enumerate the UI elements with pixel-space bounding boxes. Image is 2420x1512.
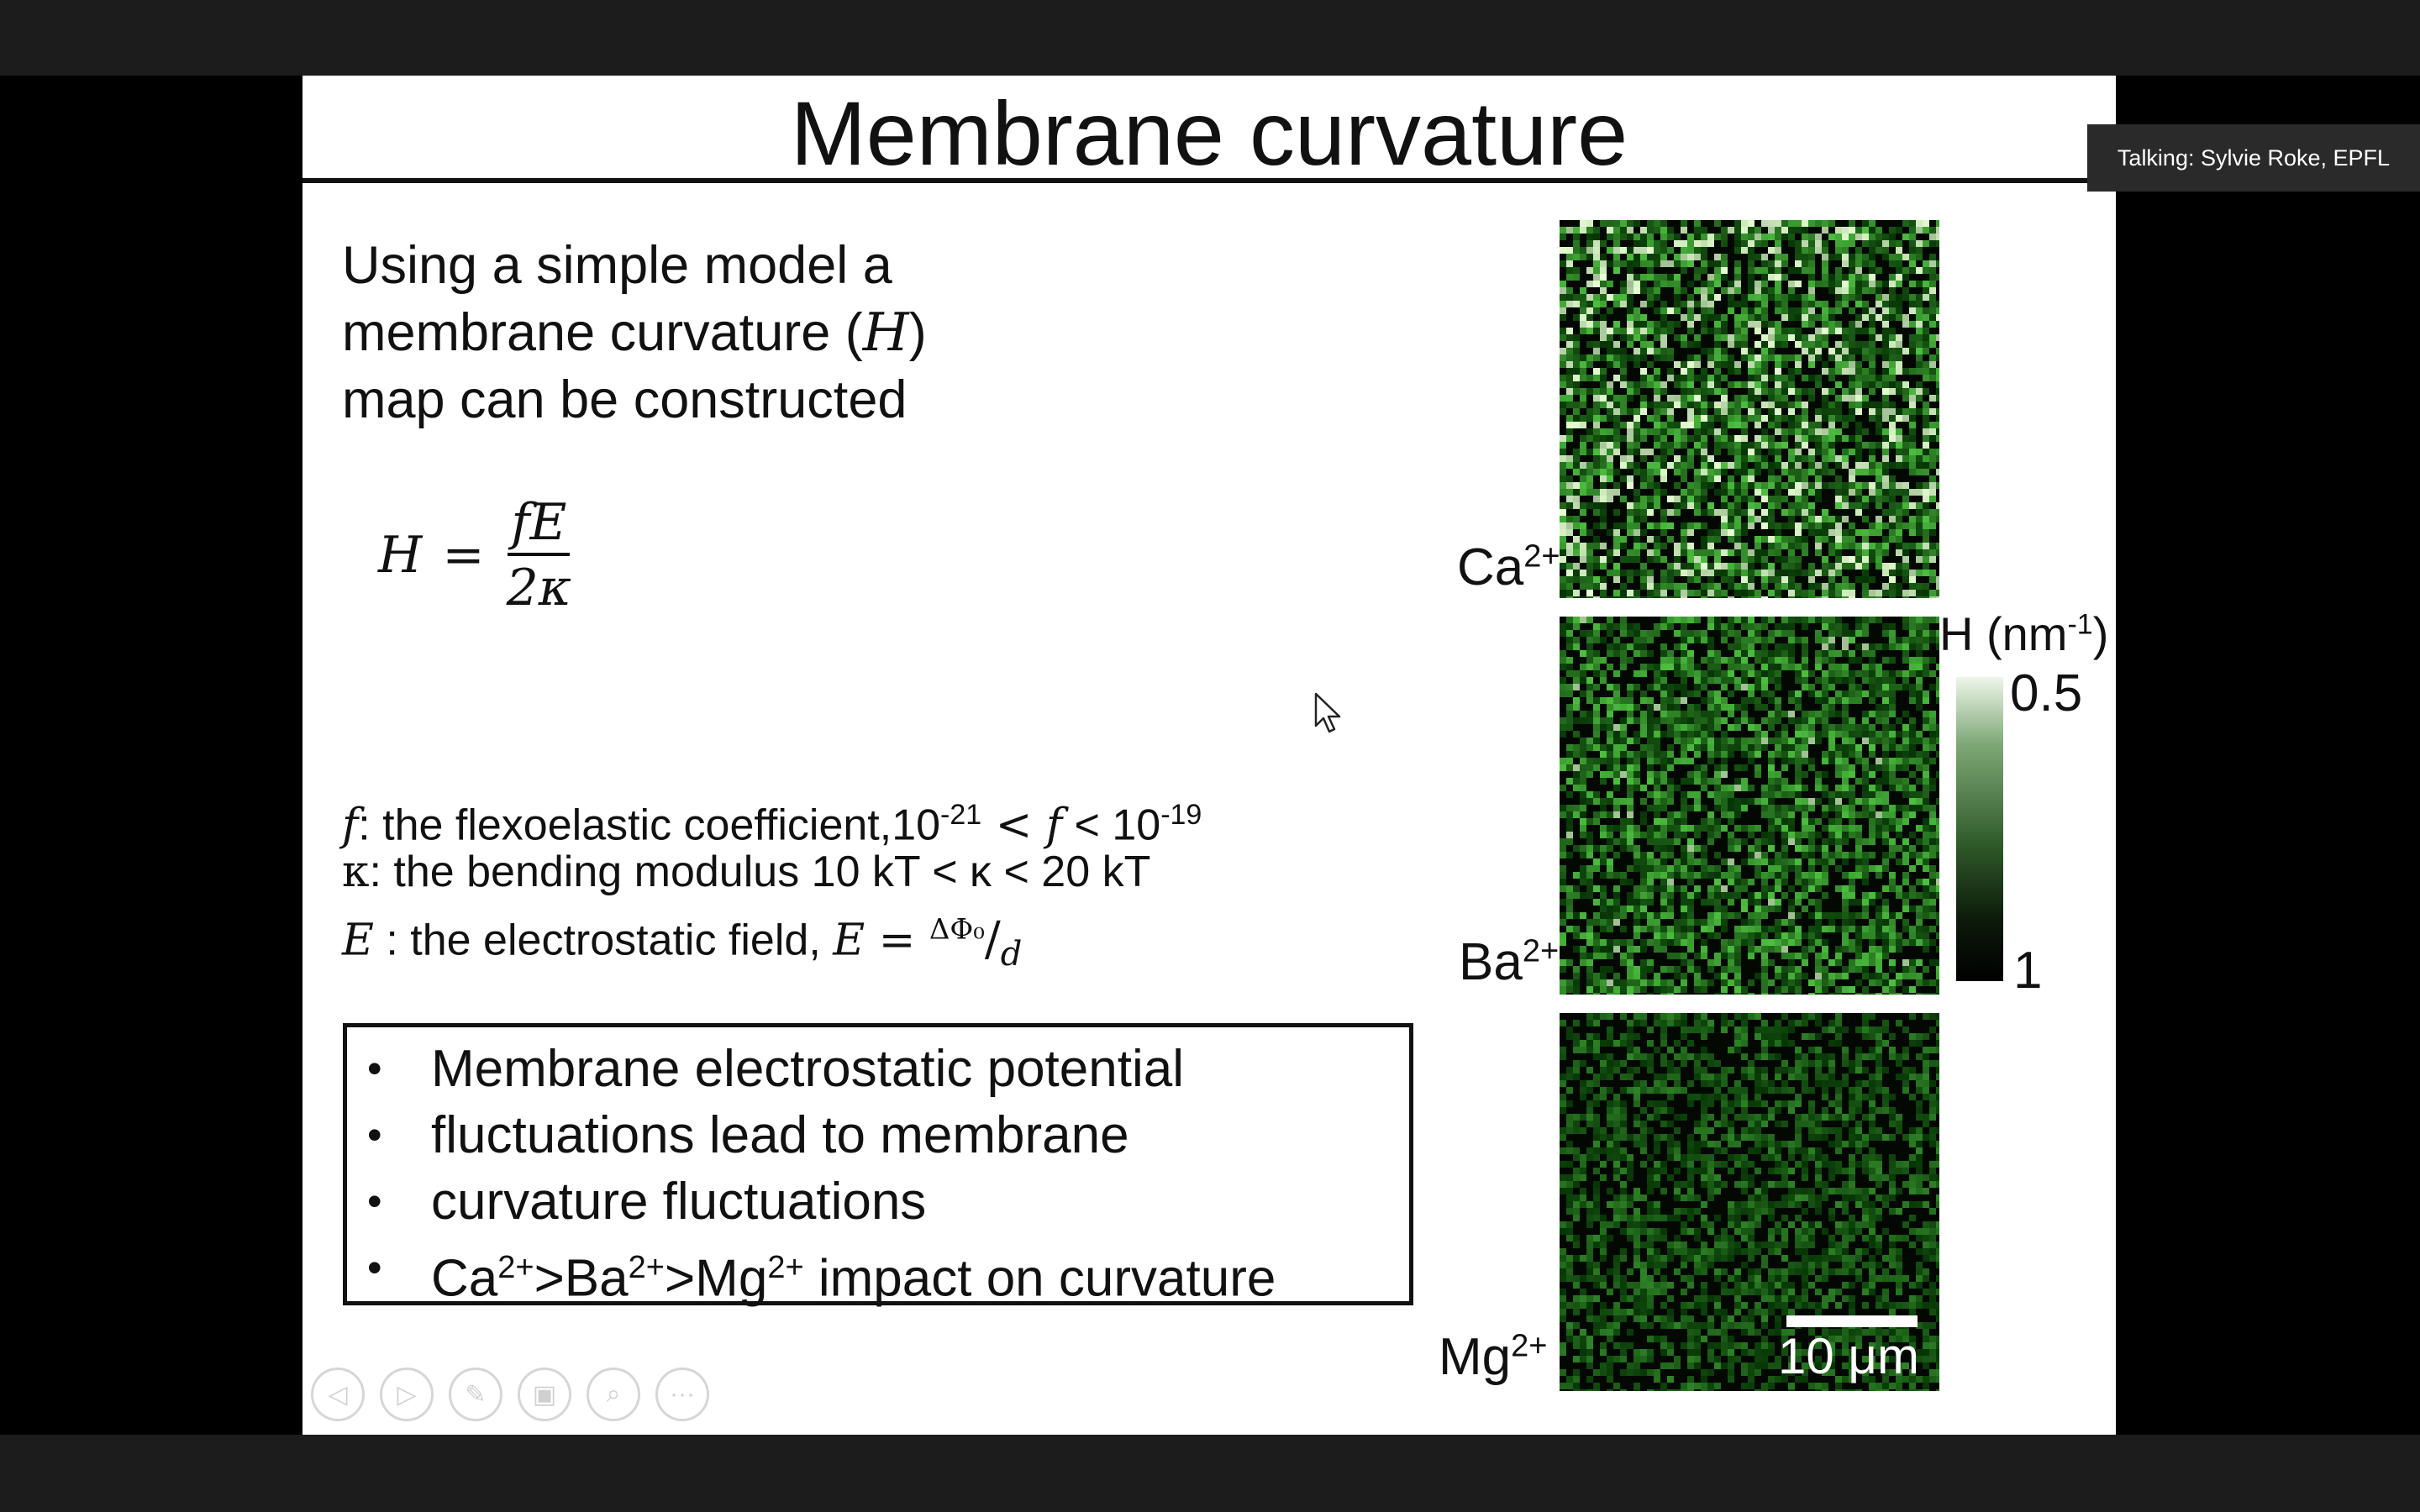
curvature-map-ca [1560, 220, 1939, 598]
intro-line-2-close: ) [908, 303, 927, 362]
prev-slide-button[interactable]: ◁ [311, 1368, 365, 1421]
bottom-toolbar [0, 1435, 2420, 1512]
intro-line-2-text: membrane curvature ( [342, 303, 863, 362]
equation-denominator: 2κ [506, 559, 572, 617]
def-kappa-text: : the bending modulus 10 kT < κ < 20 kT [369, 848, 1151, 896]
bullet-2-charge-2: 2+ [628, 1250, 665, 1285]
map-label-mg-ion: Mg [1439, 1328, 1512, 1386]
def-f-var2: f [1045, 800, 1063, 851]
definition-f: f: the flexoelastic coefficient,10-21 < … [342, 786, 1350, 850]
slide-title: Membrane curvature [790, 82, 1628, 184]
def-e-var2: E [833, 915, 865, 966]
colorbar-title-text: H (nm [1939, 607, 2068, 660]
bullet-2-mg: >Mg [664, 1249, 768, 1308]
intro-line-1: Using a simple model a [342, 236, 892, 295]
equation-fraction: fE 2κ [503, 496, 576, 615]
curvature-map-ba [1560, 617, 1939, 995]
definition-kappa: κ: the bending modulus 10 kT < κ < 20 kT [342, 843, 1350, 900]
bullet-1-line-3: curvature fluctuations [431, 1173, 927, 1231]
scale-bar-label: 10 μm [1778, 1328, 1919, 1384]
def-f-text: : the flexoelastic coefficient,10 [358, 801, 941, 850]
equation-numerator: fE [508, 496, 571, 556]
bullet-1-line-2: fluctuations lead to membrane [431, 1106, 1129, 1164]
next-slide-button[interactable]: ▷ [380, 1368, 434, 1421]
summary-bullet-1-cont-1: fluctuations lead to membrane [347, 1102, 1276, 1168]
presentation-slide: Membrane curvature Using a simple model … [302, 76, 2116, 1435]
bullet-2-rest: impact on curvature [803, 1249, 1276, 1308]
bullet-2-ba: >Ba [534, 1249, 629, 1308]
def-e-eq: = [865, 915, 929, 966]
equation-lhs: H [378, 526, 423, 585]
bullet-2-charge-3: 2+ [767, 1250, 804, 1285]
map-label-ba-charge: 2+ [1522, 933, 1560, 969]
definition-e: E : the electrostatic field, E = ΔΦ₀/d [342, 900, 1350, 974]
def-e-den: d [1000, 934, 1023, 974]
slides-button[interactable]: ▣ [518, 1368, 571, 1421]
title-divider [302, 178, 2116, 183]
map-label-ca: Ca2+ [1457, 538, 1560, 597]
def-f-exp-low: -21 [940, 799, 982, 831]
intro-line-2: membrane curvature (H) [342, 299, 1098, 366]
top-toolbar [0, 0, 2420, 76]
bullet-2-charge-1: 2+ [497, 1250, 534, 1285]
map-label-ca-charge: 2+ [1523, 538, 1560, 575]
def-f-lt1: < [981, 800, 1046, 851]
def-kappa-sym: κ [342, 847, 370, 897]
bullet-1-line-1: Membrane electrostatic potential [431, 1040, 1185, 1098]
curvature-equation: H = fE 2κ [378, 484, 575, 627]
def-f-exp-high: -19 [1160, 799, 1202, 831]
scale-bar [1786, 1315, 1918, 1327]
mouse-cursor-icon [1314, 692, 1341, 733]
summary-bullet-1: Membrane electrostatic potential [347, 1036, 1276, 1102]
equation-equals: = [442, 526, 485, 585]
colorbar-title: H (nm-1) [1939, 606, 2108, 661]
map-label-mg-charge: 2+ [1511, 1328, 1548, 1364]
pen-icon: ✎ [465, 1380, 487, 1409]
zoom-icon: ⌕ [606, 1380, 621, 1408]
summary-box: Membrane electrostatic potential fluctua… [343, 1023, 1413, 1308]
intro-text: Using a simple model a membrane curvatur… [342, 232, 1098, 433]
summary-bullet-2: Ca2+>Ba2+>Mg2+ impact on curvature [347, 1235, 1276, 1312]
def-e-text: : the electrostatic field, [373, 916, 834, 965]
zoom-button[interactable]: ⌕ [587, 1368, 640, 1421]
next-icon: ▷ [397, 1380, 417, 1409]
more-icon: ··· [670, 1380, 695, 1408]
map-label-ba: Ba2+ [1459, 932, 1559, 992]
curvature-map-mg [1560, 1013, 1939, 1391]
summary-bullets: Membrane electrostatic potential fluctua… [347, 1036, 1276, 1312]
def-f-var: f [342, 800, 359, 851]
colorbar-title-close: ) [2092, 607, 2109, 660]
map-label-ba-ion: Ba [1459, 933, 1523, 991]
intro-line-3: map can be constructed [342, 370, 908, 429]
def-e-var: E [342, 915, 374, 966]
slides-icon: ▣ [532, 1380, 557, 1409]
map-label-mg: Mg2+ [1439, 1327, 1547, 1387]
prev-icon: ◁ [328, 1380, 348, 1409]
summary-bullet-1-cont-2: curvature fluctuations [347, 1168, 1276, 1235]
colorbar [1956, 677, 2003, 981]
def-e-num: ΔΦ₀ [929, 912, 985, 946]
def-f-lt2: < 10 [1062, 801, 1161, 850]
colorbar-bottom-value: 1 [2013, 942, 2043, 1000]
talking-indicator: Talking: Sylvie Roke, EPFL [2087, 124, 2420, 192]
pen-button[interactable]: ✎ [449, 1368, 502, 1421]
colorbar-title-exp: -1 [2067, 608, 2093, 641]
slide-controls: ◁ ▷ ✎ ▣ ⌕ ··· [311, 1368, 709, 1421]
def-e-slash: / [984, 911, 1001, 967]
more-button[interactable]: ··· [655, 1368, 709, 1421]
variable-definitions: f: the flexoelastic coefficient,10-21 < … [342, 786, 1350, 974]
bullet-2-ca: Ca [431, 1249, 498, 1308]
map-label-ca-ion: Ca [1457, 538, 1524, 596]
def-e-fraction: ΔΦ₀/d [929, 911, 1023, 974]
intro-var-h: H [862, 302, 909, 363]
colorbar-top-value: 0.5 [2010, 664, 2083, 722]
